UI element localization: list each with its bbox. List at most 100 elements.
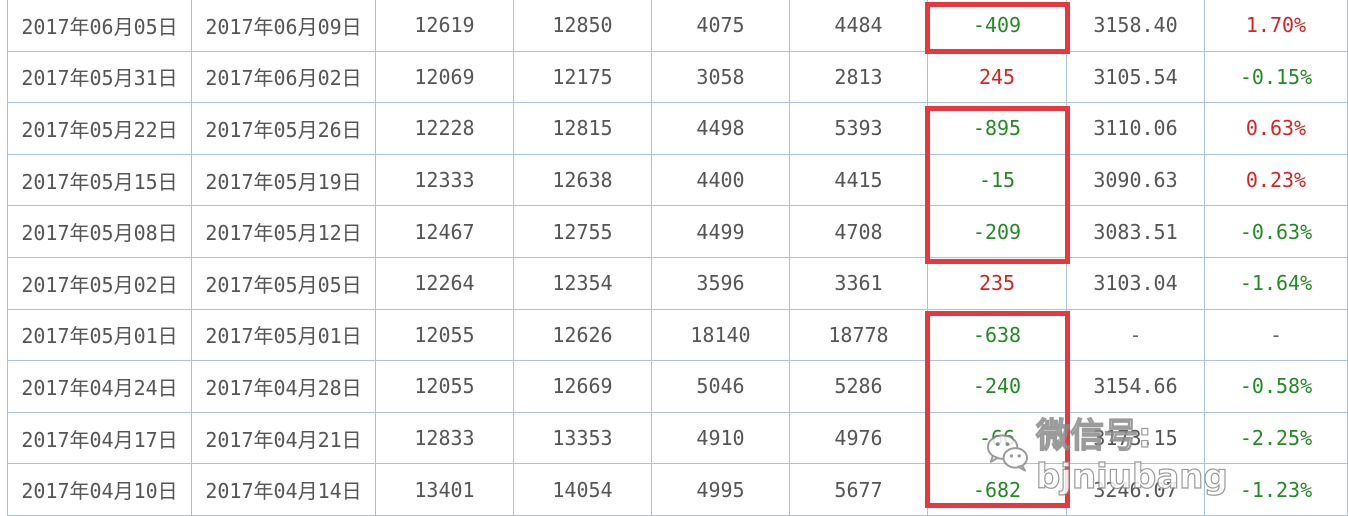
cell-value-3: 4075 — [651, 0, 790, 52]
cell-index: 3158.40 — [1066, 0, 1205, 52]
cell-percent-change: -2.25% — [1204, 411, 1348, 465]
cell-value-1: 12467 — [375, 205, 514, 258]
cell-value-1: 12055 — [375, 360, 514, 413]
cell-percent-change: 0.63% — [1204, 102, 1348, 155]
cell-percent-change: -0.63% — [1204, 205, 1348, 258]
cell-value-3: 4498 — [651, 102, 790, 155]
cell-index: 3246.07 — [1066, 463, 1205, 516]
cell-value-2: 12755 — [513, 205, 652, 258]
cell-difference: -895 — [927, 102, 1067, 155]
cell-start-date: 2017年05月08日 — [7, 205, 192, 258]
cell-start-date: 2017年04月10日 — [7, 463, 192, 516]
cell-index: 3173.15 — [1066, 411, 1205, 465]
table-row: 2017年04月10日 2017年04月14日 13401 14054 4995 5677… — [7, 463, 1348, 516]
cell-value-2: 14054 — [513, 463, 652, 516]
table-body: 2017年06月05日 2017年06月09日 12619 12850 4075 4484… — [7, 0, 1348, 516]
cell-value-4: 4976 — [789, 411, 928, 465]
cell-percent-change: -0.15% — [1204, 50, 1348, 104]
cell-difference: 235 — [927, 256, 1067, 310]
cell-value-3: 3596 — [651, 256, 790, 310]
table-row: 2017年04月24日 2017年04月28日 12055 12669 5046 5286… — [7, 360, 1348, 413]
cell-index: 3110.06 — [1066, 102, 1205, 155]
table-row: 2017年05月02日 2017年05月05日 12264 12354 3596 3361… — [7, 256, 1348, 310]
cell-value-2: 12175 — [513, 50, 652, 104]
cell-value-4: 2813 — [789, 50, 928, 104]
cell-difference: -240 — [927, 360, 1067, 413]
cell-value-2: 12638 — [513, 153, 652, 207]
cell-value-3: 4400 — [651, 153, 790, 207]
cell-value-4: 3361 — [789, 256, 928, 310]
cell-value-2: 12626 — [513, 308, 652, 362]
cell-start-date: 2017年04月24日 — [7, 360, 192, 413]
table-row: 2017年04月17日 2017年04月21日 12833 13353 4910 4976… — [7, 411, 1348, 465]
cell-percent-change: 0.23% — [1204, 153, 1348, 207]
cell-difference: -638 — [927, 308, 1067, 362]
watermark-text: 微信号: bjniubang — [1035, 415, 1228, 497]
cell-value-1: 12228 — [375, 102, 514, 155]
cell-end-date: 2017年05月26日 — [191, 102, 376, 155]
cell-start-date: 2017年05月31日 — [7, 50, 192, 104]
cell-start-date: 2017年05月15日 — [7, 153, 192, 207]
cell-end-date: 2017年05月05日 — [191, 256, 376, 310]
cell-start-date: 2017年05月01日 — [7, 308, 192, 362]
cell-percent-change: -1.64% — [1204, 256, 1348, 310]
cell-value-1: 12333 — [375, 153, 514, 207]
cell-percent-change: - — [1204, 308, 1348, 362]
cell-value-4: 5393 — [789, 102, 928, 155]
cell-value-3: 4499 — [651, 205, 790, 258]
cell-index: 3154.66 — [1066, 360, 1205, 413]
cell-end-date: 2017年05月19日 — [191, 153, 376, 207]
cell-end-date: 2017年05月01日 — [191, 308, 376, 362]
cell-value-3: 4995 — [651, 463, 790, 516]
cell-value-2: 12850 — [513, 0, 652, 52]
cell-value-1: 12055 — [375, 308, 514, 362]
cell-percent-change: 1.70% — [1204, 0, 1348, 52]
cell-index: 3083.51 — [1066, 205, 1205, 258]
table-row: 2017年05月08日 2017年05月12日 12467 12755 4499 4708… — [7, 205, 1348, 258]
table-row: 2017年05月31日 2017年06月02日 12069 12175 3058 2813… — [7, 50, 1348, 104]
cell-value-1: 12264 — [375, 256, 514, 310]
cell-index: - — [1066, 308, 1205, 362]
cell-value-1: 12069 — [375, 50, 514, 104]
cell-end-date: 2017年04月28日 — [191, 360, 376, 413]
cell-end-date: 2017年06月02日 — [191, 50, 376, 104]
cell-difference: -409 — [927, 0, 1067, 52]
cell-start-date: 2017年05月02日 — [7, 256, 192, 310]
table-row: 2017年05月15日 2017年05月19日 12333 12638 4400 4415… — [7, 153, 1348, 207]
wechat-icon — [986, 434, 1028, 472]
cell-end-date: 2017年06月09日 — [191, 0, 376, 52]
cell-value-1: 13401 — [375, 463, 514, 516]
cell-percent-change: -0.58% — [1204, 360, 1348, 413]
cell-value-4: 5286 — [789, 360, 928, 413]
table-row: 2017年05月22日 2017年05月26日 12228 12815 4498 5393… — [7, 102, 1348, 155]
cell-value-2: 13353 — [513, 411, 652, 465]
cell-index: 3103.04 — [1066, 256, 1205, 310]
cell-difference: 245 — [927, 50, 1067, 104]
cell-value-4: 5677 — [789, 463, 928, 516]
cell-value-3: 5046 — [651, 360, 790, 413]
cell-percent-change: -1.23% — [1204, 463, 1348, 516]
cell-end-date: 2017年05月12日 — [191, 205, 376, 258]
cell-value-4: 4708 — [789, 205, 928, 258]
cell-value-3: 3058 — [651, 50, 790, 104]
table-row: 2017年05月01日 2017年05月01日 12055 12626 18140 187… — [7, 308, 1348, 362]
cell-value-2: 12354 — [513, 256, 652, 310]
cell-value-4: 4415 — [789, 153, 928, 207]
cell-end-date: 2017年04月21日 — [191, 411, 376, 465]
cell-start-date: 2017年04月17日 — [7, 411, 192, 465]
cell-index: 3105.54 — [1066, 50, 1205, 104]
cell-start-date: 2017年06月05日 — [7, 0, 192, 52]
cell-end-date: 2017年04月14日 — [191, 463, 376, 516]
cell-value-3: 4910 — [651, 411, 790, 465]
cell-value-2: 12669 — [513, 360, 652, 413]
cell-value-1: 12619 — [375, 0, 514, 52]
cell-index: 3090.63 — [1066, 153, 1205, 207]
cell-difference: -15 — [927, 153, 1067, 207]
watermark: 微信号: bjniubang — [985, 415, 1348, 497]
data-table: 2017年06月05日 2017年06月09日 12619 12850 4075 4484… — [7, 0, 1348, 516]
cell-value-4: 4484 — [789, 0, 928, 52]
cell-value-4: 18778 — [789, 308, 928, 362]
cell-difference: -209 — [927, 205, 1067, 258]
cell-value-1: 12833 — [375, 411, 514, 465]
cell-value-2: 12815 — [513, 102, 652, 155]
